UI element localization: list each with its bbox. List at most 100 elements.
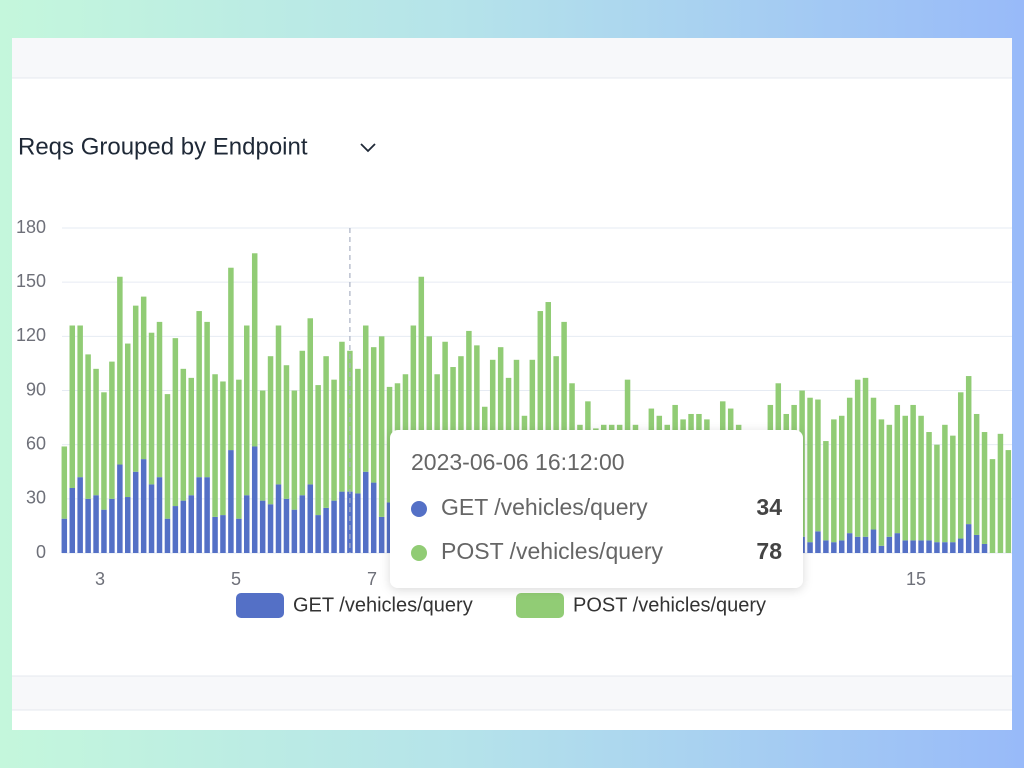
x-tick-label: 5 — [231, 569, 241, 589]
bar-segment — [823, 540, 829, 553]
bar-segment — [823, 441, 829, 541]
bar-segment — [418, 276, 425, 496]
bar-segment — [838, 540, 845, 553]
bar-segment — [156, 477, 163, 553]
y-tick-label: 180 — [16, 217, 46, 237]
bar-segment — [942, 424, 948, 543]
bar-segment — [196, 311, 202, 478]
tooltip-value: 78 — [756, 538, 782, 564]
bar-segment — [307, 484, 314, 553]
bar-segment — [854, 379, 861, 537]
y-tick-label: 0 — [36, 542, 46, 562]
bar-segment — [466, 330, 472, 503]
bar-segment — [807, 542, 813, 553]
bar-segment — [212, 374, 218, 517]
bar-segment — [997, 433, 1004, 553]
bar-segment — [196, 477, 202, 553]
bar-segment — [283, 498, 290, 553]
bar-segment — [61, 446, 68, 519]
bar-segment — [934, 542, 940, 553]
legend-label: GET /vehicles/query — [293, 594, 473, 616]
bar-segment — [148, 332, 155, 485]
bar-segment — [125, 343, 131, 498]
bar-segment — [815, 531, 821, 553]
bar-segment — [180, 368, 187, 501]
chart-title[interactable]: Reqs Grouped by Endpoint — [18, 133, 308, 160]
bar-segment — [886, 424, 893, 537]
bar-segment — [339, 341, 345, 492]
bar-segment — [244, 495, 250, 553]
bar-segment — [228, 267, 234, 451]
tooltip-marker — [411, 545, 427, 561]
bar-segment — [77, 477, 83, 553]
card-header-band — [12, 38, 1012, 78]
bar-segment — [331, 379, 337, 501]
bar-segment — [854, 536, 861, 553]
bar-segment — [918, 415, 924, 541]
bar-segment — [957, 538, 964, 553]
legend-label: POST /vehicles/query — [573, 594, 766, 616]
bar-segment — [140, 296, 147, 460]
bar-segment — [69, 488, 76, 553]
bar-segment — [545, 302, 552, 503]
bar-segment — [950, 435, 956, 543]
bar-segment — [204, 477, 210, 553]
bar-segment — [220, 381, 226, 516]
bar-segment — [323, 507, 329, 553]
bar-segment — [910, 540, 916, 553]
tooltip: 2023-06-06 16:12:00 GET /vehicles/query 34… — [390, 430, 803, 588]
x-tick-label: 7 — [367, 569, 377, 589]
bar-segment — [148, 484, 155, 553]
bar-segment — [981, 432, 988, 544]
bar-segment — [902, 415, 908, 541]
legend-swatch — [516, 593, 564, 618]
bar-segment — [109, 498, 115, 553]
dropdown-chevron[interactable] — [360, 143, 376, 153]
bar-segment — [870, 529, 877, 553]
bar-segment — [212, 516, 218, 553]
bar-segment — [299, 350, 306, 496]
bar-segment — [838, 415, 845, 541]
bar-segment — [291, 390, 298, 510]
bar-segment — [981, 543, 988, 553]
bar-segment — [299, 495, 306, 553]
bar-segment — [164, 518, 171, 553]
bar-segment — [561, 321, 567, 510]
bar-segment — [85, 498, 91, 553]
bar-segment — [323, 356, 329, 508]
y-tick-label: 60 — [26, 433, 46, 453]
bar-segment — [93, 495, 99, 553]
bar-segment — [862, 377, 869, 537]
bar-segment — [164, 394, 171, 519]
bar-segment — [426, 336, 433, 514]
bar-segment — [109, 361, 115, 499]
tooltip-title: 2023-06-06 16:12:00 — [411, 449, 625, 475]
tooltip-box — [390, 430, 803, 588]
x-tick-label: 3 — [95, 569, 105, 589]
y-tick-label: 150 — [16, 271, 46, 291]
bar-segment — [878, 545, 885, 553]
bar-segment — [831, 542, 837, 553]
bar-segment — [902, 540, 908, 553]
bar-segment — [69, 325, 76, 488]
bar-segment — [220, 515, 226, 553]
bar-segment — [378, 336, 385, 517]
bar-segment — [386, 386, 393, 503]
bar-segment — [267, 356, 274, 505]
bar-segment — [61, 518, 68, 553]
bar-segment — [973, 534, 980, 553]
bar-segment — [878, 419, 885, 546]
bar-segment — [101, 509, 107, 553]
bar-segment — [315, 515, 321, 553]
bar-segment — [244, 325, 250, 496]
bar-segment — [188, 377, 195, 496]
bar-segment — [910, 404, 916, 541]
bar-segment — [989, 459, 996, 553]
bar-segment — [77, 325, 83, 478]
bar-segment — [362, 471, 369, 553]
bar-segment — [965, 376, 972, 525]
bar-segment — [386, 502, 393, 553]
tooltip-value: 34 — [756, 494, 782, 520]
bar-segment — [870, 397, 877, 530]
